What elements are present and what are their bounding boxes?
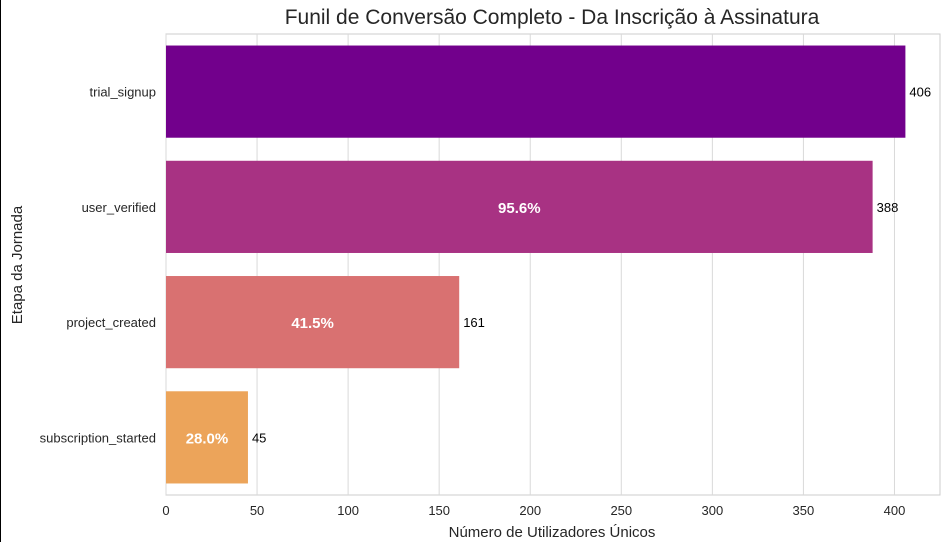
x-tick-label: 250 <box>610 503 632 518</box>
y-tick-label: project_created <box>66 315 156 330</box>
value-label: 406 <box>909 85 931 100</box>
x-tick-label: 400 <box>884 503 906 518</box>
bar-user_verified <box>166 160 873 253</box>
x-tick-label: 200 <box>519 503 541 518</box>
x-tick-label: 150 <box>428 503 450 518</box>
x-tick-label: 50 <box>250 503 264 518</box>
chart-title: Funil de Conversão Completo - Da Inscriç… <box>285 6 820 29</box>
value-label: 45 <box>252 430 266 445</box>
conversion-rate-label: 28.0% <box>186 430 229 447</box>
conversion-rate-label: 41.5% <box>291 315 334 332</box>
bar-trial_signup <box>166 45 906 138</box>
x-axis-label: Número de Utilizadores Únicos <box>449 524 656 541</box>
left-frame-edge <box>0 0 1 542</box>
x-tick-label: 100 <box>337 503 359 518</box>
y-tick-label: trial_signup <box>90 85 157 100</box>
value-label: 388 <box>877 200 899 215</box>
y-axis-label: Etapa da Jornada <box>9 205 26 324</box>
y-tick-label: user_verified <box>82 200 156 215</box>
x-tick-label: 350 <box>793 503 815 518</box>
value-label: 161 <box>463 315 485 330</box>
x-tick-label: 0 <box>162 503 169 518</box>
conversion-rate-label: 95.6% <box>498 200 541 217</box>
bar-subscription_started <box>166 391 248 484</box>
x-tick-label: 300 <box>702 503 724 518</box>
bar-project_created <box>166 276 460 369</box>
y-tick-label: subscription_started <box>40 430 156 445</box>
